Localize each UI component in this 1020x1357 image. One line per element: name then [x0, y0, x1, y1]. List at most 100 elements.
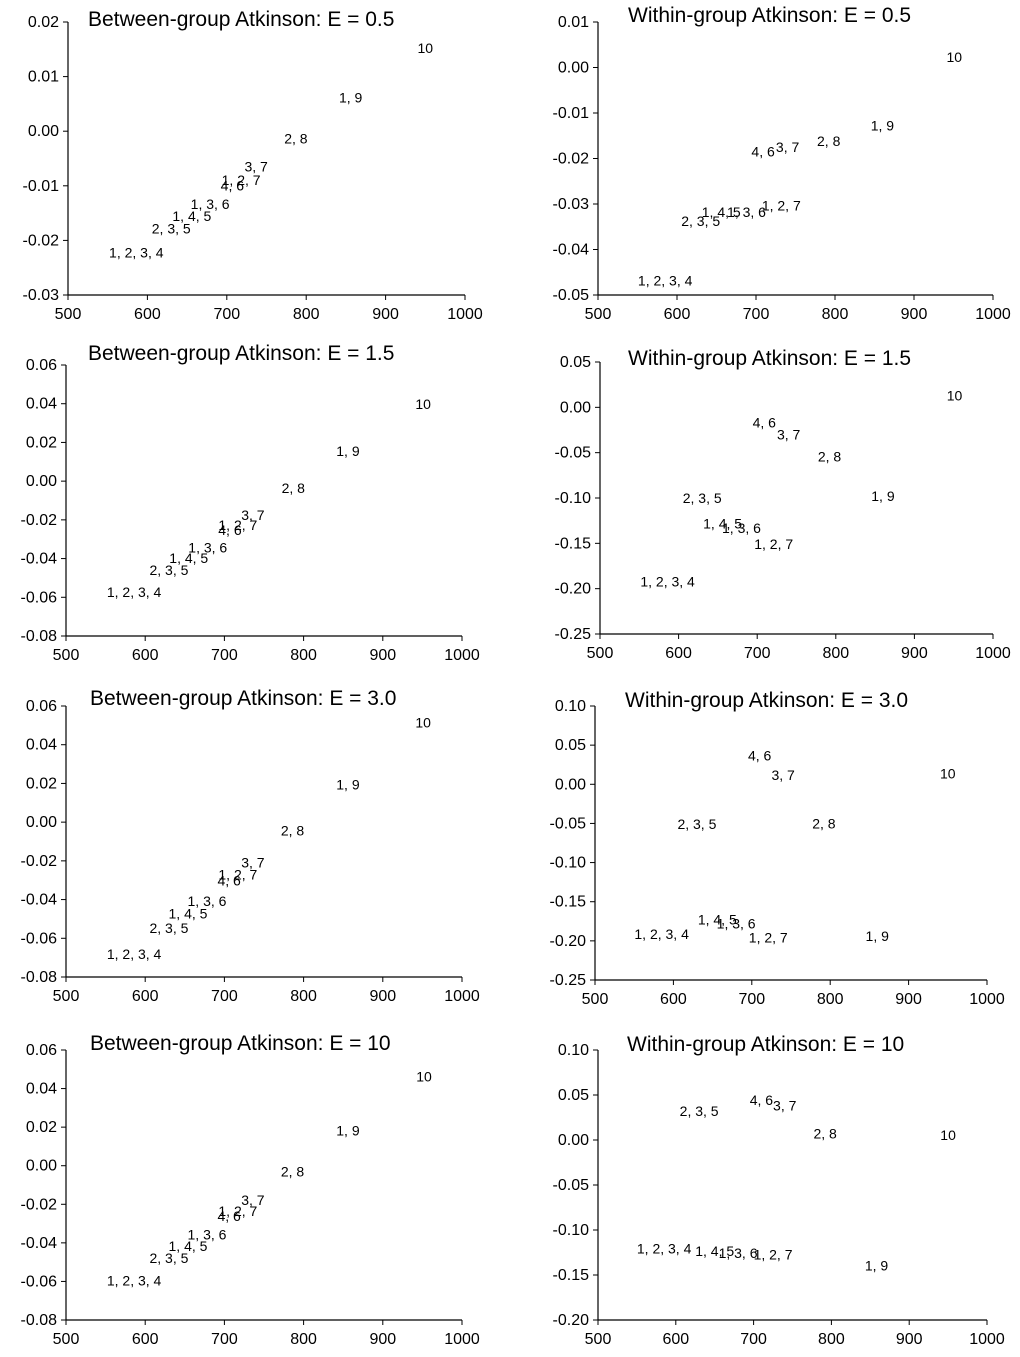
data-point-label: 2, 8	[281, 1164, 305, 1180]
y-tick-label: -0.08	[21, 969, 58, 986]
x-tick-label: 800	[290, 988, 317, 1005]
data-point-label: 1, 2, 3, 4	[107, 946, 162, 962]
data-point-label: 10	[415, 396, 431, 412]
x-tick-label: 700	[738, 991, 765, 1008]
x-tick-label: 1000	[969, 991, 1005, 1008]
x-tick-label: 1000	[975, 306, 1011, 323]
y-tick-label: 0.00	[26, 814, 57, 831]
y-tick-label: -0.10	[555, 490, 592, 507]
data-point-label: 2, 3, 5	[680, 1103, 719, 1119]
y-tick-label: 0.04	[26, 396, 57, 413]
data-point-label: 2, 8	[817, 133, 841, 149]
data-point-label: 2, 8	[282, 480, 306, 496]
data-point-label: 10	[947, 388, 963, 404]
y-tick-label: -0.10	[553, 1222, 590, 1239]
y-tick-label: 0.05	[555, 737, 586, 754]
y-tick-label: 0.00	[558, 60, 589, 77]
chart-title: Between-group Atkinson: E = 3.0	[90, 687, 396, 710]
y-tick-label: 0.00	[558, 1132, 589, 1149]
x-tick-label: 900	[369, 1331, 396, 1348]
data-point-label: 1, 2, 3, 4	[109, 244, 164, 260]
y-tick-label: 0.01	[28, 69, 59, 86]
x-tick-label: 500	[587, 645, 614, 662]
x-tick-label: 500	[55, 306, 82, 323]
data-point-label: 1, 4, 5	[169, 550, 208, 566]
data-point-label: 4, 6	[217, 1208, 241, 1224]
x-tick-label: 500	[53, 988, 80, 1005]
y-tick-label: -0.02	[23, 232, 60, 249]
data-point-label: 1, 4, 5	[703, 515, 742, 531]
data-point-label: 1, 3, 6	[719, 1245, 758, 1261]
data-point-label: 10	[947, 49, 963, 65]
chart-title: Between-group Atkinson: E = 10	[90, 1032, 391, 1055]
data-point-label: 1, 2, 3, 4	[107, 584, 162, 600]
data-point-label: 4, 6	[751, 144, 775, 160]
x-tick-label: 800	[822, 306, 849, 323]
data-point-label: 1, 2, 3, 4	[638, 272, 693, 288]
y-tick-label: -0.05	[555, 445, 592, 462]
x-tick-label: 900	[901, 306, 928, 323]
x-tick-label: 500	[53, 647, 80, 664]
x-tick-label: 700	[211, 1331, 238, 1348]
x-tick-label: 600	[665, 645, 692, 662]
data-point-label: 1, 4, 5	[702, 204, 741, 220]
y-tick-label: -0.02	[21, 512, 58, 529]
y-tick-label: 0.04	[26, 737, 57, 754]
data-point-label: 1, 2, 7	[218, 1203, 257, 1219]
x-tick-label: 600	[132, 1331, 159, 1348]
x-tick-label: 600	[662, 1331, 689, 1348]
data-point-label: 2, 3, 5	[149, 920, 188, 936]
y-tick-label: 0.02	[26, 775, 57, 792]
data-point-label: 4, 6	[750, 1092, 774, 1108]
chart-title: Within-group Atkinson: E = 3.0	[625, 689, 908, 712]
data-point-label: 1, 3, 6	[191, 196, 230, 212]
data-point-label: 4, 6	[748, 747, 772, 763]
y-tick-label: 0.10	[555, 698, 586, 715]
data-point-label: 3, 7	[241, 507, 265, 523]
data-point-label: 10	[940, 1127, 956, 1143]
y-tick-label: -0.06	[21, 930, 58, 947]
x-tick-label: 800	[290, 1331, 317, 1348]
data-point-label: 1, 2, 7	[754, 536, 793, 552]
data-point-label: 2, 3, 5	[149, 1250, 188, 1266]
x-tick-label: 1000	[975, 645, 1011, 662]
data-point-label: 1, 2, 7	[754, 1246, 793, 1262]
data-point-label: 1, 4, 5	[698, 912, 737, 928]
data-point-label: 1, 2, 3, 4	[640, 573, 695, 589]
x-tick-label: 1000	[444, 647, 480, 664]
y-tick-label: -0.08	[21, 1312, 58, 1329]
data-point-label: 1, 9	[336, 777, 360, 793]
data-point-label: 10	[418, 40, 434, 56]
x-tick-label: 900	[901, 645, 928, 662]
data-point-label: 10	[416, 1069, 432, 1085]
y-tick-label: -0.05	[553, 1177, 590, 1194]
x-tick-label: 1000	[444, 1331, 480, 1348]
y-tick-label: -0.02	[21, 1196, 58, 1213]
x-tick-label: 900	[372, 306, 399, 323]
x-tick-label: 600	[132, 988, 159, 1005]
y-tick-label: 0.04	[26, 1081, 57, 1098]
data-point-label: 3, 7	[241, 854, 265, 870]
data-point-label: 2, 8	[813, 1125, 837, 1141]
x-tick-label: 600	[134, 306, 161, 323]
y-tick-label: -0.04	[553, 242, 590, 259]
x-tick-label: 700	[744, 645, 771, 662]
x-tick-label: 600	[664, 306, 691, 323]
x-tick-label: 1000	[444, 988, 480, 1005]
data-point-label: 1, 4, 5	[695, 1243, 734, 1259]
data-point-label: 3, 7	[244, 159, 268, 175]
x-tick-label: 700	[211, 988, 238, 1005]
y-tick-label: -0.20	[550, 933, 587, 950]
x-tick-label: 800	[290, 647, 317, 664]
y-tick-label: -0.08	[21, 628, 58, 645]
x-tick-label: 900	[896, 1331, 923, 1348]
y-tick-label: -0.03	[23, 287, 60, 304]
y-tick-label: -0.25	[550, 972, 587, 989]
y-tick-label: -0.15	[555, 535, 592, 552]
x-tick-label: 600	[132, 647, 159, 664]
x-tick-label: 1000	[969, 1331, 1005, 1348]
y-tick-label: 0.01	[558, 14, 589, 31]
